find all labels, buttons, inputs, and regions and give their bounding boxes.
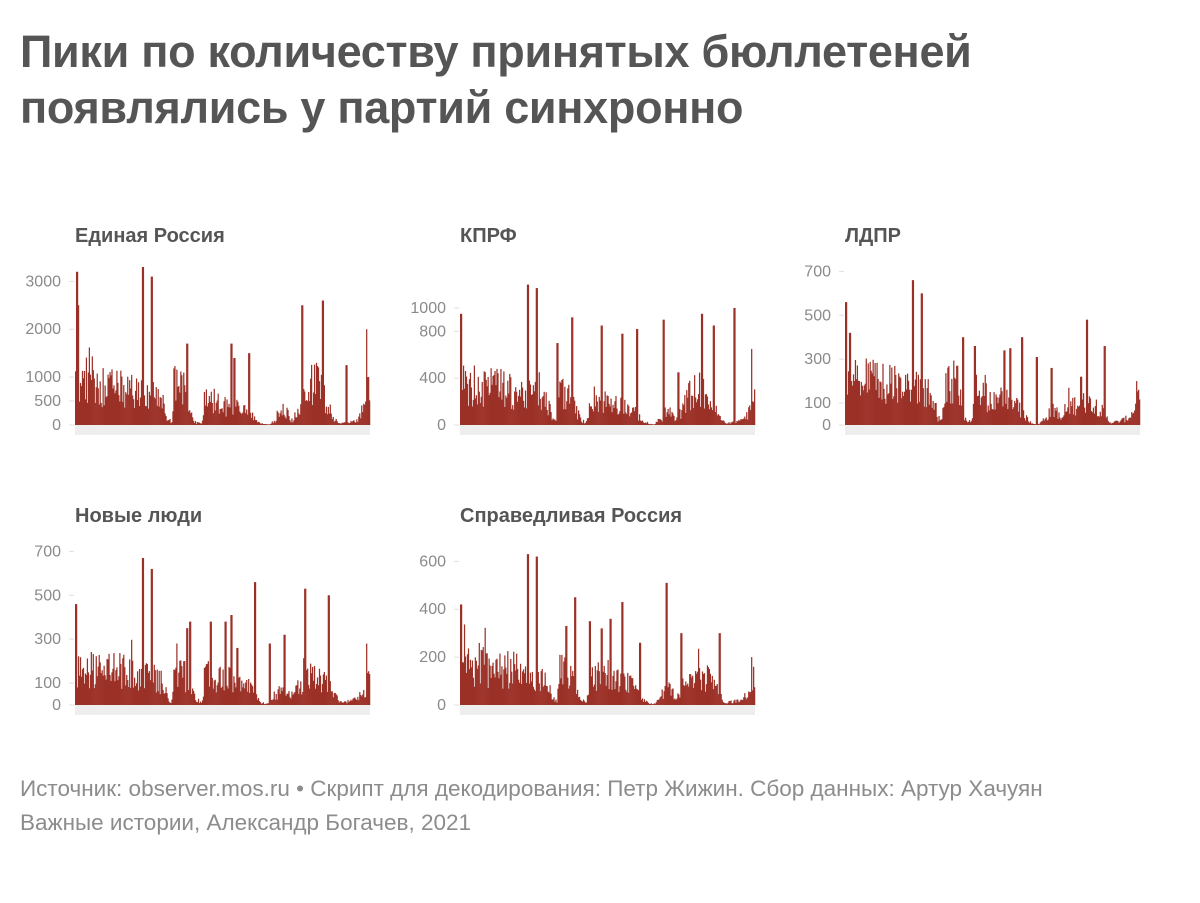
page-title: Пики по количеству принятых бюллетеней п… [20, 24, 1140, 136]
source-footer: Источник: observer.mos.ru • Скрипт для д… [20, 772, 1180, 840]
y-tick-label: 1000 [25, 369, 61, 386]
y-tick-label: 2000 [25, 321, 61, 338]
bar [537, 288, 538, 425]
bar [754, 687, 755, 705]
source-line: Источник: observer.mos.ru • Скрипт для д… [20, 772, 1180, 806]
y-tick-label: 600 [419, 553, 446, 570]
y-tick-label: 500 [804, 307, 831, 324]
bar [602, 326, 603, 425]
y-tick-label: 700 [34, 543, 61, 560]
bar-chart: 0 200 400 600 [405, 505, 755, 720]
bar [575, 597, 576, 705]
bar [754, 389, 755, 425]
y-tick-label: 0 [437, 417, 446, 434]
y-tick-label: 400 [419, 601, 446, 618]
y-tick-label: 500 [34, 393, 61, 410]
bar [1037, 357, 1038, 425]
y-tick-label: 700 [804, 263, 831, 280]
bar [714, 326, 715, 425]
bar [1139, 399, 1140, 425]
chart-panel-ldpr: ЛДПР 0 100 300 500 700 [790, 225, 1140, 440]
y-tick-label: 1000 [410, 300, 446, 317]
bar [667, 583, 668, 705]
bar [369, 400, 370, 425]
bar [231, 344, 232, 425]
bar [1105, 346, 1106, 425]
bar [734, 308, 735, 425]
bar [270, 644, 271, 705]
x-axis-band [460, 705, 755, 715]
bar-chart: 0 100 300 500 700 [20, 505, 370, 720]
x-axis-band [845, 425, 1140, 435]
y-tick-label: 200 [419, 649, 446, 666]
bar [284, 635, 285, 705]
bar [190, 622, 191, 705]
bar [963, 337, 964, 425]
credit-line: Важные истории, Александр Богачев, 2021 [20, 806, 1180, 840]
y-tick-label: 500 [34, 587, 61, 604]
y-tick-label: 300 [34, 631, 61, 648]
y-tick-label: 100 [804, 395, 831, 412]
bar-chart: 0 500 1000 2000 3000 [20, 225, 370, 440]
y-tick-label: 400 [419, 370, 446, 387]
x-axis-band [460, 425, 755, 435]
bar-chart: 0 100 300 500 700 [790, 225, 1140, 440]
x-axis-band [75, 705, 370, 715]
y-tick-label: 0 [822, 417, 831, 434]
bar [622, 334, 623, 425]
y-tick-label: 100 [34, 675, 61, 692]
bar [528, 554, 529, 705]
y-tick-label: 3000 [25, 273, 61, 290]
bar [346, 365, 347, 425]
chart-panel-spravedlivaya-rossiya: Справедливая Россия 0 200 400 600 [405, 505, 755, 720]
y-tick-label: 800 [419, 323, 446, 340]
y-tick-label: 0 [52, 697, 61, 714]
bar [255, 582, 256, 705]
bar [369, 674, 370, 705]
y-tick-label: 300 [804, 351, 831, 368]
x-axis-band [75, 425, 370, 435]
chart-panel-kprf: КПРФ 0 400 800 1000 [405, 225, 755, 440]
bar-chart: 0 400 800 1000 [405, 225, 755, 440]
y-tick-label: 0 [437, 697, 446, 714]
y-tick-label: 0 [52, 417, 61, 434]
bar [637, 329, 638, 425]
bar [143, 558, 144, 705]
chart-panel-edinaya-rossiya: Единая Россия 0 500 1000 2000 3000 [20, 225, 370, 440]
bar [640, 643, 641, 705]
chart-panel-novye-lyudi: Новые люди 0 100 300 500 700 [20, 505, 370, 720]
bar [231, 615, 232, 705]
